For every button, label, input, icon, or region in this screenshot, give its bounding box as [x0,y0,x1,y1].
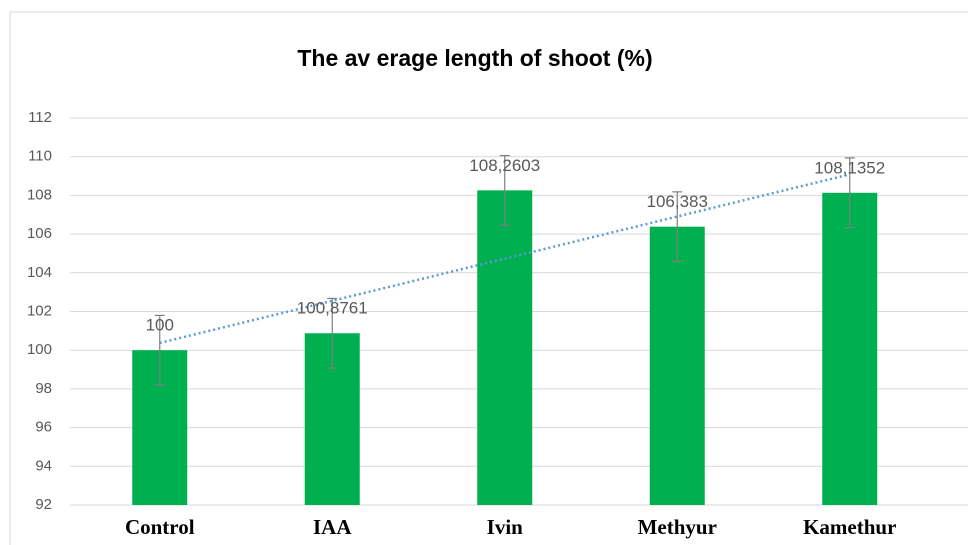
bar [477,190,533,505]
chart-title: The av erage length of shoot (%) [297,45,652,71]
y-tick-label: 100 [27,341,52,358]
y-tick-label: 104 [27,264,52,281]
value-label: 106,383 [647,192,708,211]
value-label: 108,1352 [814,158,885,177]
error-bar [844,157,855,229]
x-tick-label: Methyur [638,515,717,539]
y-tick-label: 102 [27,302,52,319]
error-bar [154,314,165,386]
x-tick-label: Kamethur [803,515,896,539]
error-bar [672,191,683,263]
y-tick-label: 98 [35,380,52,397]
bar [822,192,878,505]
x-tick-label: Ivin [487,515,524,539]
y-tick-label: 112 [28,109,52,126]
error-bar [327,297,338,369]
x-tick-label: IAA [313,515,352,539]
y-tick-label: 94 [35,457,52,474]
error-bar [499,154,510,226]
trendline [159,173,851,345]
value-label: 100 [146,316,174,335]
y-tick-label: 110 [28,148,52,165]
x-tick-label: Control [125,515,195,539]
value-label: 108,2603 [469,156,540,175]
bar [649,226,705,505]
y-tick-label: 92 [35,496,52,513]
y-tick-label: 108 [27,186,52,203]
value-label: 100,8761 [297,299,368,318]
y-tick-label: 96 [35,419,52,436]
y-tick-label: 106 [27,225,52,242]
chart-border [9,11,968,545]
